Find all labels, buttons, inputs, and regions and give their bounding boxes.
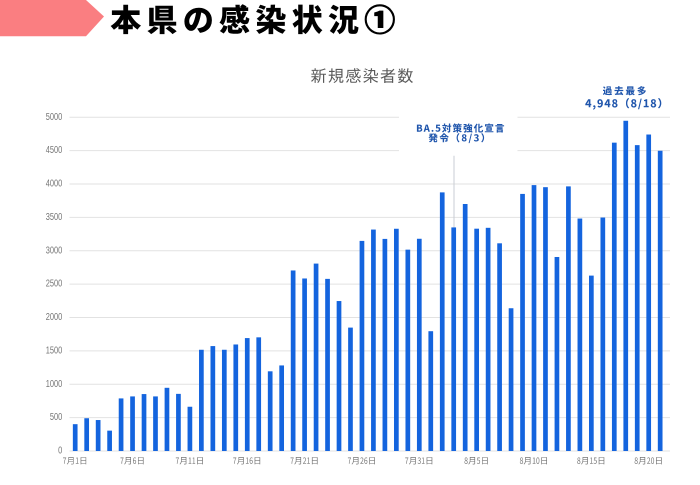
svg-text:0: 0 (58, 446, 63, 457)
svg-text:4500: 4500 (46, 145, 63, 156)
svg-text:1500: 1500 (46, 345, 63, 356)
svg-text:3500: 3500 (46, 212, 63, 223)
svg-text:5000: 5000 (46, 112, 63, 123)
svg-text:4000: 4000 (46, 179, 63, 190)
svg-text:3000: 3000 (46, 245, 63, 256)
svg-text:2000: 2000 (46, 312, 63, 323)
svg-text:2500: 2500 (46, 279, 63, 290)
svg-text:1000: 1000 (46, 379, 63, 390)
svg-text:500: 500 (50, 412, 63, 423)
